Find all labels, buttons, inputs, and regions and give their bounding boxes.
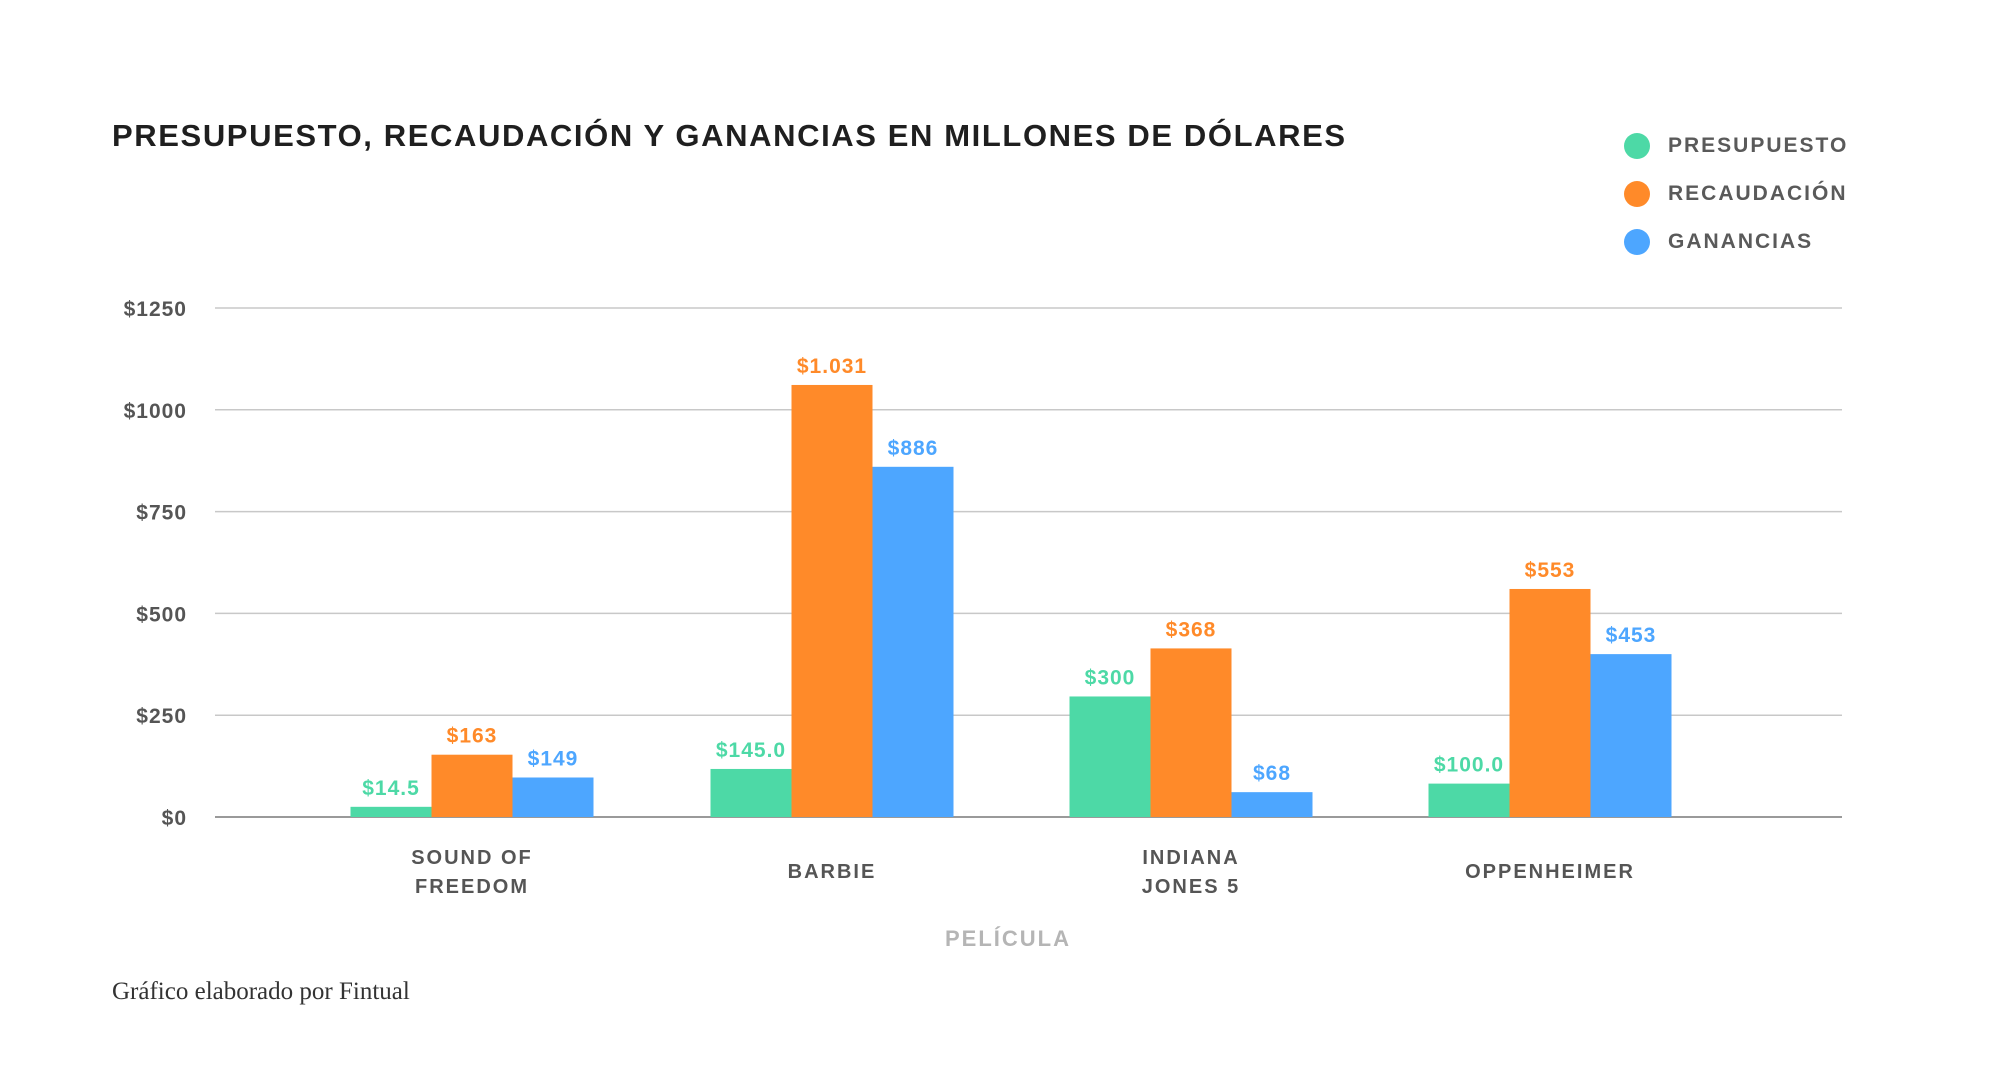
- x-tick-label: JONES 5: [1142, 876, 1240, 898]
- bar: [1231, 792, 1313, 817]
- bar: [791, 384, 873, 817]
- data-label: $68: [1253, 762, 1291, 785]
- x-tick-label: FREEDOM: [415, 876, 529, 898]
- legend: PRESUPUESTO RECAUDACIÓN GANANCIAS: [1624, 122, 1848, 266]
- data-label: $145.0: [716, 739, 786, 762]
- y-tick-label: $500: [136, 603, 187, 626]
- data-label: $300: [1085, 666, 1136, 689]
- y-tick-label: $0: [162, 807, 187, 830]
- bar: [872, 466, 954, 817]
- bar: [431, 754, 513, 817]
- footer-credit: Gráfico elaborado por Fintual: [112, 978, 410, 1005]
- y-tick-label: $1000: [124, 400, 187, 423]
- legend-item-recaudacion: RECAUDACIÓN: [1624, 170, 1848, 218]
- legend-swatch-recaudacion: [1624, 181, 1650, 207]
- bar: [1509, 588, 1591, 817]
- data-label: $149: [528, 748, 579, 771]
- legend-item-ganancias: GANANCIAS: [1624, 218, 1848, 266]
- bar: [350, 806, 432, 817]
- legend-label-presupuesto: PRESUPUESTO: [1668, 134, 1849, 157]
- data-label: $163: [447, 725, 498, 748]
- legend-swatch-presupuesto: [1624, 133, 1650, 159]
- data-label: $553: [1525, 559, 1576, 582]
- data-label: $14.5: [362, 777, 420, 800]
- data-label: $100.0: [1434, 754, 1504, 777]
- y-tick-label: $250: [136, 705, 187, 728]
- y-tick-label: $750: [136, 502, 187, 525]
- chart-title: PRESUPUESTO, RECAUDACIÓN Y GANANCIAS EN …: [112, 118, 1347, 153]
- data-label: $1.031: [797, 355, 867, 378]
- bar: [1150, 648, 1232, 817]
- x-tick-label: SOUND OF: [411, 847, 533, 869]
- data-label: $368: [1166, 618, 1217, 641]
- bar: [1590, 654, 1672, 817]
- legend-label-recaudacion: RECAUDACIÓN: [1668, 182, 1848, 205]
- x-axis-title: PELÍCULA: [945, 926, 1071, 951]
- x-tick-label: OPPENHEIMER: [1465, 861, 1635, 883]
- legend-swatch-ganancias: [1624, 229, 1650, 255]
- bar: [1428, 783, 1510, 817]
- legend-item-presupuesto: PRESUPUESTO: [1624, 122, 1848, 170]
- x-tick-label: BARBIE: [788, 861, 877, 883]
- legend-label-ganancias: GANANCIAS: [1668, 230, 1814, 253]
- x-tick-label: INDIANA: [1142, 847, 1239, 869]
- bar: [512, 777, 594, 817]
- data-label: $886: [888, 437, 939, 460]
- data-label: $453: [1606, 624, 1657, 647]
- bar: [710, 768, 792, 817]
- y-tick-label: $1250: [124, 298, 187, 321]
- bar: [1069, 696, 1151, 817]
